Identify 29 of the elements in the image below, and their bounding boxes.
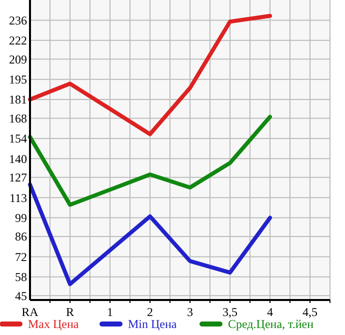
y-tick-label: 113 [9, 190, 27, 205]
y-tick-label: 236 [9, 13, 27, 28]
y-tick-label: 209 [9, 52, 27, 66]
x-tick-label: R [66, 305, 74, 319]
y-tick-label: 72 [15, 250, 27, 264]
y-tick-label: 58 [15, 270, 27, 284]
x-tick-label: RA [22, 305, 39, 319]
y-tick-label: 45 [15, 288, 27, 303]
x-tick-label: 3,5 [222, 305, 238, 319]
line-series [28, 114, 272, 207]
y-tick-label: 168 [9, 111, 27, 126]
x-tick-label: 2 [147, 305, 153, 319]
legend-label: Max Цена [28, 317, 80, 331]
x-tick-label: 4,5 [302, 305, 318, 319]
x-tick-label: 3 [187, 305, 193, 319]
y-tick-label: 222 [9, 34, 27, 48]
y-tick-label: 86 [15, 230, 27, 244]
line-series [28, 14, 272, 136]
line-series [28, 182, 272, 286]
x-tick-label: 4 [267, 305, 273, 319]
y-tick-label: 195 [9, 72, 27, 87]
legend-label: Min Цена [128, 317, 178, 331]
y-tick-label: 127 [9, 170, 27, 185]
x-tick-label: 1 [107, 305, 113, 319]
y-tick-label: 140 [9, 152, 27, 166]
y-tick-label: 99 [15, 210, 27, 225]
legend-label: Сред.Цена, т.йен [228, 317, 314, 331]
y-tick-label: 181 [9, 92, 27, 107]
y-tick-label: 154 [9, 132, 27, 146]
